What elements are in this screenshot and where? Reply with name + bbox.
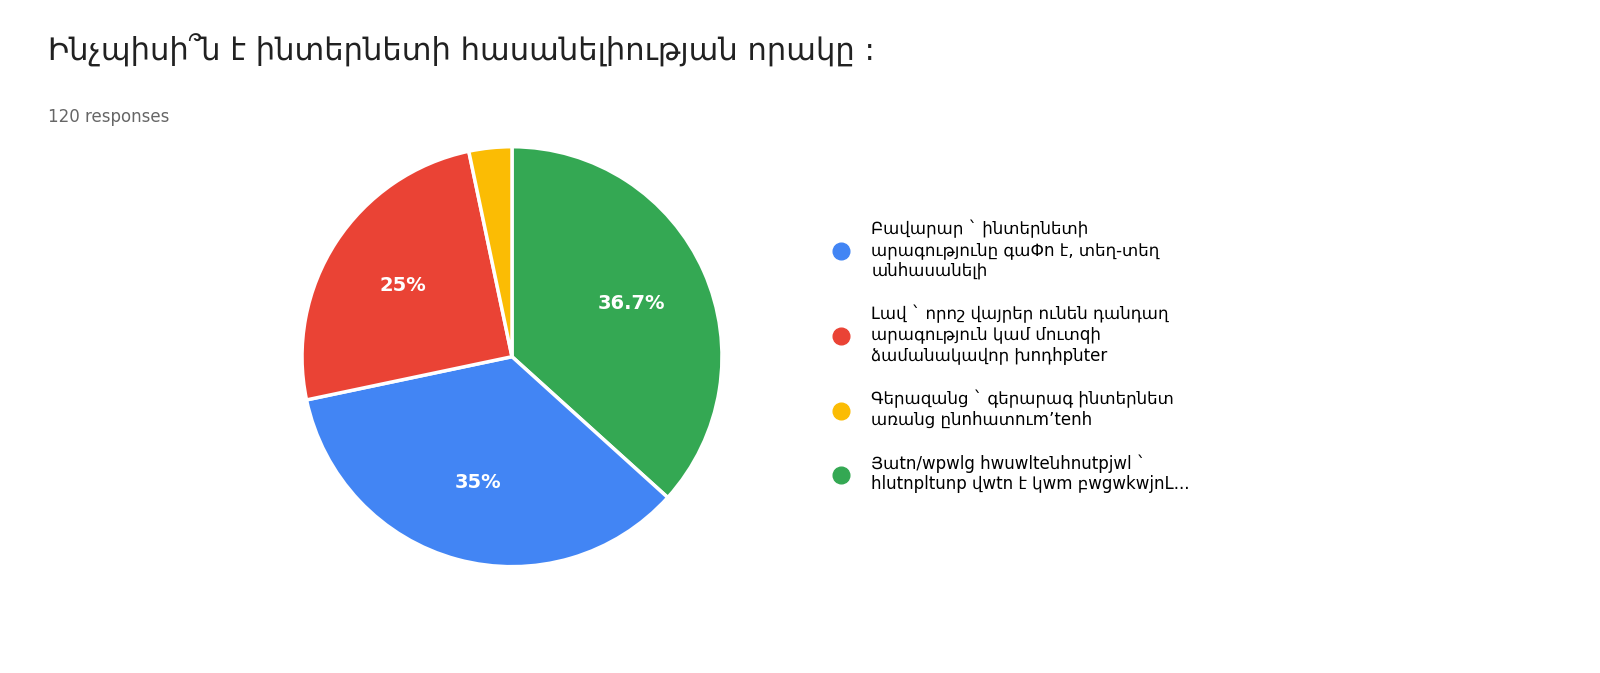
- Text: 120 responses: 120 responses: [48, 108, 170, 126]
- Text: Ինչպիսի՞ն է ինտերնետի հասանելիության որակը :: Ինչպիսի՞ն է ինտերնետի հասանելիության որա…: [48, 34, 875, 67]
- Wedge shape: [469, 147, 512, 357]
- Wedge shape: [307, 357, 667, 567]
- Text: 35%: 35%: [454, 473, 501, 492]
- Wedge shape: [512, 147, 722, 497]
- Wedge shape: [302, 151, 512, 400]
- Text: 36.7%: 36.7%: [597, 294, 664, 314]
- Legend: Բավարար ` ինտերնետի
արագությունը գաՓn է, տեղ-տեղ
անhասանելի, Լավ ` որոշ վայրեր ո: Բավարար ` ինտերնետի արագությունը գաՓn է,…: [824, 220, 1190, 493]
- Text: 25%: 25%: [379, 276, 426, 295]
